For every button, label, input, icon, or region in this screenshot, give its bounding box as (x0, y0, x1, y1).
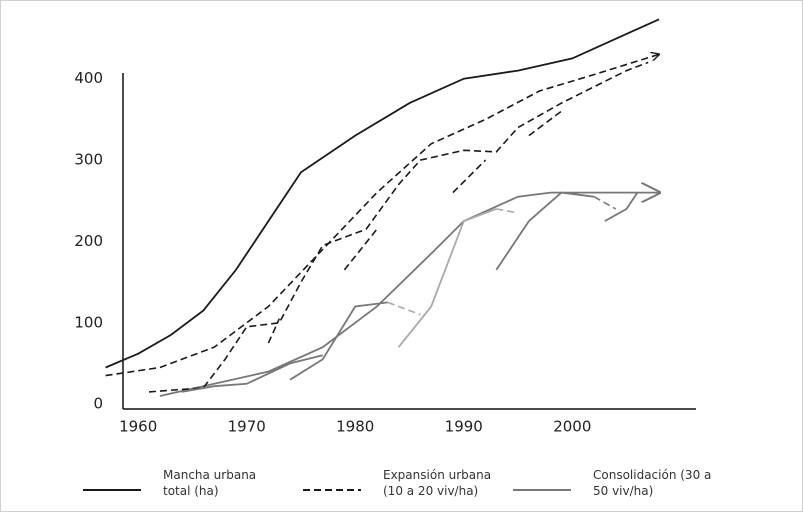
series-line (105, 18, 660, 369)
legend-label: Consolidación (30 a 50 viv/ha) (593, 468, 712, 498)
y-tick-label: 300 (74, 151, 103, 169)
series-line (397, 208, 497, 348)
series-line (452, 159, 487, 194)
series-line (289, 301, 388, 381)
x-tick-label: 1970 (228, 418, 266, 436)
legend-label: Expansión urbana (10 a 20 viv/ha) (383, 468, 492, 498)
y-tick-label: 100 (74, 313, 103, 331)
series-line (343, 228, 378, 271)
series-line (593, 196, 617, 210)
series-line (105, 54, 660, 377)
x-tick-label: 2000 (553, 418, 591, 436)
series-line (181, 354, 323, 393)
series-line (528, 110, 562, 137)
x-tick-label: 1960 (119, 418, 157, 436)
series-line (387, 301, 421, 316)
y-tick-label: 200 (74, 232, 103, 250)
x-tick-label: 1980 (336, 418, 374, 436)
y-tick-label: 0 (93, 395, 103, 413)
series-line (159, 193, 659, 397)
series-line (267, 318, 281, 344)
series-line (496, 208, 519, 214)
series-line (495, 191, 595, 271)
series-line (148, 61, 649, 393)
x-tick-label: 1990 (445, 418, 483, 436)
legend-label: Mancha urbana total (ha) (163, 468, 257, 498)
y-tick-label: 400 (74, 69, 103, 87)
series-line (604, 192, 639, 222)
